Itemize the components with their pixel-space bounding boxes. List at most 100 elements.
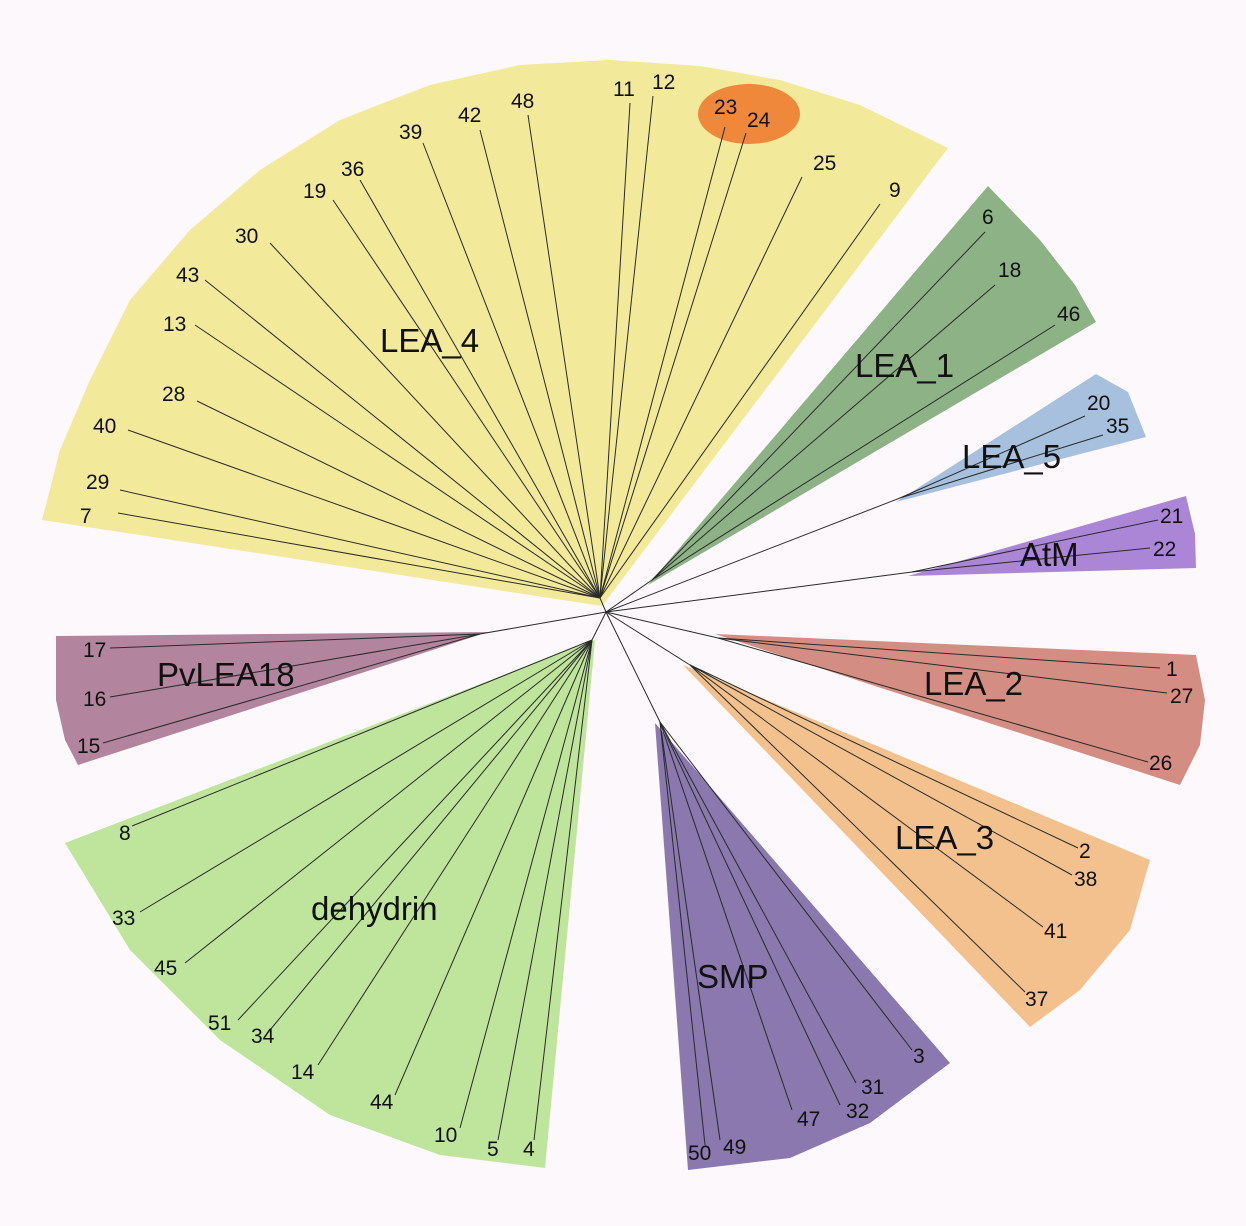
branch-leaf-31: [659, 721, 857, 1084]
branch-leaf-32: [659, 721, 841, 1106]
branch-leaf-36: [359, 179, 601, 599]
branch-leaf-48: [527, 114, 601, 599]
branch-leaf-8: [131, 639, 593, 827]
branch-leaf-44: [394, 639, 593, 1096]
branch-leaf-11: [599, 102, 631, 599]
leaf-26: 26: [1149, 752, 1172, 775]
branch-leaf-2: [689, 664, 1079, 849]
leaf-43: 43: [176, 264, 199, 287]
branch-leaf-18: [651, 284, 996, 581]
branch-leaf-41: [689, 664, 1044, 928]
leaf-47: 47: [797, 1108, 820, 1131]
branch-stem-dehydrin: [591, 611, 607, 641]
clade-wedge-smp: [655, 723, 950, 1170]
branch-stem-atm: [605, 571, 913, 613]
branch-leaf-51: [237, 639, 593, 1021]
branch-leaf-3: [659, 721, 913, 1051]
branch-leaf-20: [899, 415, 1086, 499]
leaf-35: 35: [1106, 415, 1129, 438]
branch-leaf-10: [459, 639, 593, 1129]
branch-stem-pvlea18: [479, 611, 607, 635]
branch-leaf-33: [139, 639, 593, 913]
branch-leaf-25: [599, 176, 803, 599]
branch-leaf-29: [119, 489, 601, 599]
leaf-5: 5: [487, 1138, 499, 1161]
branch-leaf-12: [599, 95, 654, 599]
branch-leaf-39: [422, 142, 601, 599]
clade-label-lea3: LEA_3: [895, 819, 994, 856]
clade-wedge-dehydrin: [65, 640, 595, 1168]
leaf-46: 46: [1057, 303, 1080, 326]
leaf-41: 41: [1044, 920, 1067, 943]
clade-label-lea5: LEA_5: [962, 438, 1061, 475]
branch-leaf-49: [659, 721, 721, 1141]
branch-leaf-50: [659, 721, 706, 1146]
leaf-1: 1: [1166, 658, 1178, 681]
leaf-16: 16: [83, 688, 106, 711]
branch-leaf-5: [497, 639, 593, 1141]
leaf-38: 38: [1074, 868, 1097, 891]
branch-leaf-30: [269, 242, 601, 599]
leaf-28: 28: [162, 383, 185, 406]
branch-leaf-22: [911, 547, 1151, 573]
branch-leaf-27: [717, 637, 1168, 694]
branch-leaf-35: [899, 434, 1104, 499]
leaf-20: 20: [1087, 392, 1110, 415]
leaf-24: 24: [747, 109, 771, 132]
tree-branches: [102, 95, 1168, 1146]
leaf-44: 44: [370, 1091, 394, 1114]
leaf-25: 25: [813, 152, 836, 175]
branch-leaf-37: [689, 664, 1026, 993]
leaf-11: 11: [613, 78, 635, 101]
branch-leaf-24: [599, 132, 747, 599]
leaf-18: 18: [998, 259, 1021, 282]
leaf-2: 2: [1079, 840, 1091, 863]
leaf-51: 51: [208, 1012, 231, 1035]
leaf-4: 4: [523, 1138, 535, 1161]
leaf-21: 21: [1160, 505, 1183, 528]
branch-leaf-4: [533, 639, 593, 1141]
branch-leaf-28: [196, 400, 601, 599]
leaf-32: 32: [846, 1100, 869, 1123]
branch-stem-lea_3: [605, 611, 691, 666]
branch-leaf-16: [109, 633, 481, 698]
clade-wedge-atm: [908, 496, 1196, 576]
clade-wedge-lea4: [42, 60, 948, 606]
branch-stem-lea_1: [605, 579, 653, 613]
leaf-19: 19: [303, 180, 326, 203]
leaf-labels: 7 29 40 28 13 43 30 19 36 39 42 48 11 12…: [77, 71, 1193, 1165]
branch-leaf-23: [599, 126, 726, 599]
leaf-14: 14: [291, 1061, 315, 1084]
branch-leaf-7: [117, 512, 601, 599]
leaf-10: 10: [434, 1124, 457, 1147]
clade-wedge-lea2: [715, 634, 1205, 785]
clade-wedges: [42, 60, 1205, 1170]
leaf-45: 45: [154, 957, 177, 980]
branch-leaf-47: [659, 721, 793, 1111]
leaf-29: 29: [86, 471, 109, 494]
branch-leaf-14: [317, 639, 593, 1066]
branch-leaf-15: [102, 633, 481, 744]
branch-leaf-43: [204, 279, 601, 599]
leaf-42: 42: [458, 104, 481, 127]
leaf-13: 13: [163, 313, 186, 336]
leaf-9: 9: [889, 179, 901, 202]
branch-leaf-1: [717, 637, 1161, 669]
clade-wedge-lea3: [683, 665, 1150, 1027]
branch-leaf-45: [184, 639, 593, 964]
branch-leaf-21: [911, 519, 1159, 573]
leaf-48: 48: [511, 90, 534, 113]
clade-wedge-lea1: [648, 186, 1096, 585]
leaf-50: 50: [688, 1142, 711, 1165]
leaf-12: 12: [652, 71, 675, 94]
leaf-34: 34: [251, 1025, 275, 1048]
clade-label-lea1: LEA_1: [855, 347, 954, 384]
leaf-37: 37: [1025, 988, 1048, 1011]
clade-label-pvlea18: PvLEA18: [157, 656, 295, 693]
branch-stem-smp: [605, 611, 661, 723]
leaf-36: 36: [341, 158, 364, 181]
branch-leaf-26: [717, 637, 1149, 763]
leaf-30: 30: [235, 225, 258, 248]
leaf-7: 7: [80, 505, 92, 528]
